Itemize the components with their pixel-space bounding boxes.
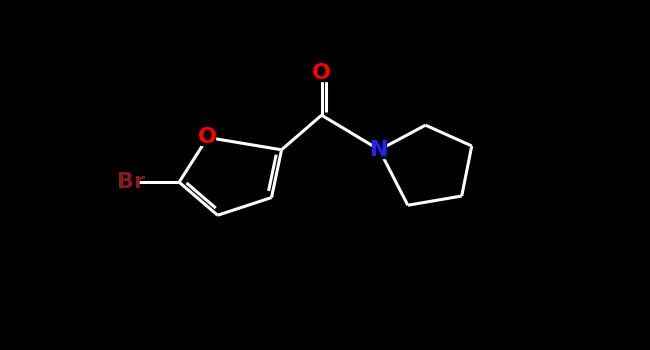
Text: Br: Br <box>116 172 144 192</box>
Bar <box>201 130 214 145</box>
Bar <box>372 142 386 158</box>
Text: O: O <box>198 127 217 147</box>
Bar <box>107 172 136 192</box>
Text: N: N <box>370 140 389 160</box>
Bar <box>315 65 328 80</box>
Text: O: O <box>312 63 331 83</box>
